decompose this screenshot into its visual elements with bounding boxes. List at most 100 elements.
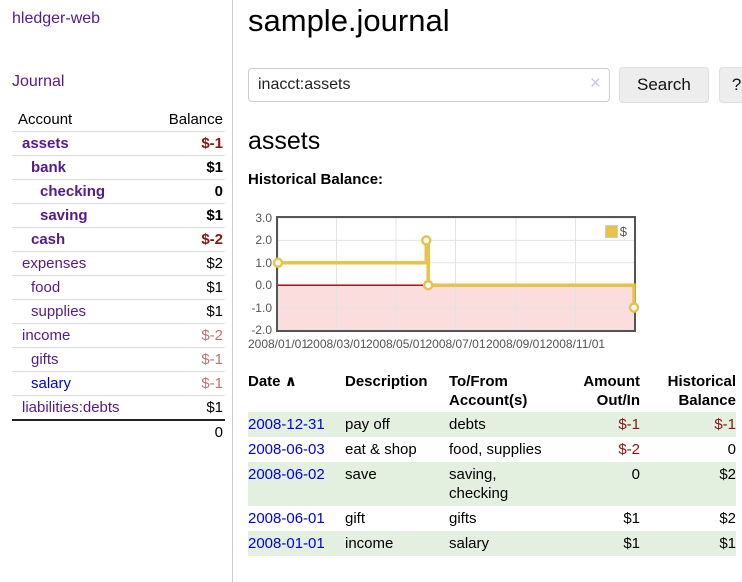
- brand: hledger-web: [12, 10, 232, 28]
- transaction-description: eat & shop: [345, 441, 417, 458]
- transaction-amount: $1: [623, 510, 640, 527]
- register-row[interactable]: 2008-06-02 save saving, checking 0 $2: [248, 462, 736, 506]
- account-balance: $1: [151, 155, 225, 180]
- journal-link[interactable]: Journal: [12, 73, 65, 90]
- transaction-description: pay off: [345, 416, 390, 433]
- x-axis-tick-label: 2008/03/01: [306, 337, 367, 351]
- register-table: Date ∧ Description To/From Account(s) Am…: [248, 370, 736, 556]
- x-axis-tick-label: 2008/09/01: [485, 337, 546, 351]
- y-axis-tick-label: -2.0: [251, 323, 272, 337]
- x-axis-tick-label: 2008/01/01: [247, 337, 309, 351]
- data-point-marker[interactable]: [422, 279, 434, 291]
- account-row: liabilities:debts $1: [12, 395, 225, 420]
- account-link[interactable]: supplies: [31, 303, 87, 320]
- x-axis-tick-label: 2008/07/01: [425, 337, 486, 351]
- register-row[interactable]: 2008-12-31 pay off debts $-1 $-1: [248, 412, 736, 437]
- accounts-column-header: To/From Account(s): [449, 373, 528, 409]
- search-button[interactable]: Search: [619, 67, 709, 103]
- account-balance: $-1: [151, 347, 225, 372]
- transaction-balance: $-1: [714, 416, 736, 433]
- account-link[interactable]: income: [22, 327, 71, 344]
- y-axis-tick-label: 0.0: [255, 278, 272, 293]
- account-row: bank $1: [12, 155, 225, 180]
- account-link[interactable]: checking: [40, 183, 106, 200]
- account-balance: $-2: [151, 227, 225, 252]
- register-header-row: Date ∧ Description To/From Account(s) Am…: [248, 370, 736, 412]
- transaction-balance: 0: [727, 441, 736, 458]
- legend-swatch: [604, 225, 618, 238]
- data-point-marker[interactable]: [272, 257, 284, 269]
- transaction-accounts: gifts: [449, 510, 477, 527]
- help-button[interactable]: ?: [718, 67, 742, 103]
- y-axis-tick-label: 2.0: [255, 233, 272, 248]
- accounts-total-value: 0: [151, 419, 225, 444]
- y-axis-tick-label: 1.0: [255, 255, 272, 270]
- account-link[interactable]: assets: [22, 135, 69, 152]
- data-point-marker[interactable]: [628, 302, 640, 313]
- transaction-date-link[interactable]: 2008-06-03: [248, 441, 325, 458]
- register-row[interactable]: 2008-06-03 eat & shop food, supplies $-2 0: [248, 437, 736, 462]
- transaction-description: save: [345, 466, 377, 483]
- transaction-date-link[interactable]: 2008-06-02: [248, 466, 325, 483]
- main-content: sample.journal × Search ? assets Histori…: [233, 0, 742, 582]
- y-axis-tick-label: 3.0: [255, 211, 272, 225]
- account-row: food $1: [12, 275, 225, 300]
- brand-link[interactable]: hledger-web: [12, 10, 101, 27]
- transaction-description: income: [345, 535, 394, 552]
- transaction-balance: $2: [719, 466, 736, 483]
- account-balance: 0: [151, 179, 225, 204]
- account-link[interactable]: salary: [31, 375, 72, 392]
- balance-column-header: Balance: [168, 111, 223, 128]
- transaction-date-link[interactable]: 2008-12-31: [248, 416, 325, 433]
- account-link[interactable]: gifts: [31, 351, 59, 368]
- account-link[interactable]: food: [31, 279, 61, 296]
- register-row[interactable]: 2008-01-01 income salary $1 $1: [248, 531, 736, 556]
- account-row: supplies $1: [12, 299, 225, 324]
- transaction-amount: 0: [631, 466, 640, 483]
- account-balance: $1: [151, 299, 225, 324]
- historical-balance-chart: 3.0 2.0 1.0 0.0 -1.0 -2.0 2008/01/01 2008/03/01…: [248, 211, 640, 351]
- accounts-table-header: Account Balance: [12, 108, 225, 132]
- search-input[interactable]: [248, 68, 610, 102]
- chart-title: Historical Balance:: [248, 171, 384, 188]
- account-link[interactable]: bank: [31, 159, 67, 176]
- account-balance: $1: [151, 275, 225, 300]
- account-link[interactable]: liabilities:debts: [22, 399, 120, 416]
- account-row: cash $-2: [12, 227, 225, 252]
- account-balance: $2: [151, 251, 225, 276]
- page-title: sample.journal: [248, 3, 450, 38]
- search-bar: × Search ?: [248, 67, 742, 103]
- data-point-marker[interactable]: [421, 235, 432, 246]
- account-link[interactable]: saving: [40, 207, 88, 224]
- account-balance: $-1: [151, 371, 225, 396]
- date-column-header[interactable]: Date ∧: [248, 370, 345, 412]
- account-row: salary $-1: [12, 371, 225, 396]
- register-row[interactable]: 2008-06-01 gift gifts $1 $2: [248, 506, 736, 531]
- clear-search-icon[interactable]: ×: [589, 73, 601, 94]
- date-header-label: Date: [248, 373, 281, 390]
- sidebar: hledger-web Journal Account Balance asse…: [0, 0, 233, 582]
- account-balance: $1: [151, 395, 225, 420]
- amount-column-header: Amount Out/In: [583, 373, 640, 409]
- legend-label: $: [619, 224, 627, 239]
- account-link[interactable]: expenses: [22, 255, 87, 272]
- account-link[interactable]: cash: [31, 231, 66, 248]
- account-row: assets $-1: [12, 131, 225, 156]
- account-column-header: Account: [18, 111, 73, 128]
- transaction-balance: $2: [719, 510, 736, 527]
- accounts-total-row: 0: [12, 419, 225, 444]
- description-column-header: Description: [345, 373, 428, 390]
- journal-nav: Journal: [12, 73, 232, 91]
- x-axis-tick-label: 2008/05/01: [365, 337, 427, 351]
- x-axis-tick-label: 2008/11/01: [545, 337, 606, 351]
- chart-border: [276, 216, 636, 332]
- y-axis-tick-label: -1.0: [251, 300, 272, 315]
- transaction-accounts: food, supplies: [449, 441, 542, 458]
- transaction-accounts: saving, checking: [449, 466, 509, 502]
- transaction-accounts: debts: [449, 416, 486, 433]
- account-row: checking 0: [12, 179, 225, 204]
- transaction-date-link[interactable]: 2008-01-01: [248, 535, 325, 552]
- sort-ascending-icon: ∧: [284, 373, 297, 390]
- transaction-date-link[interactable]: 2008-06-01: [248, 510, 325, 527]
